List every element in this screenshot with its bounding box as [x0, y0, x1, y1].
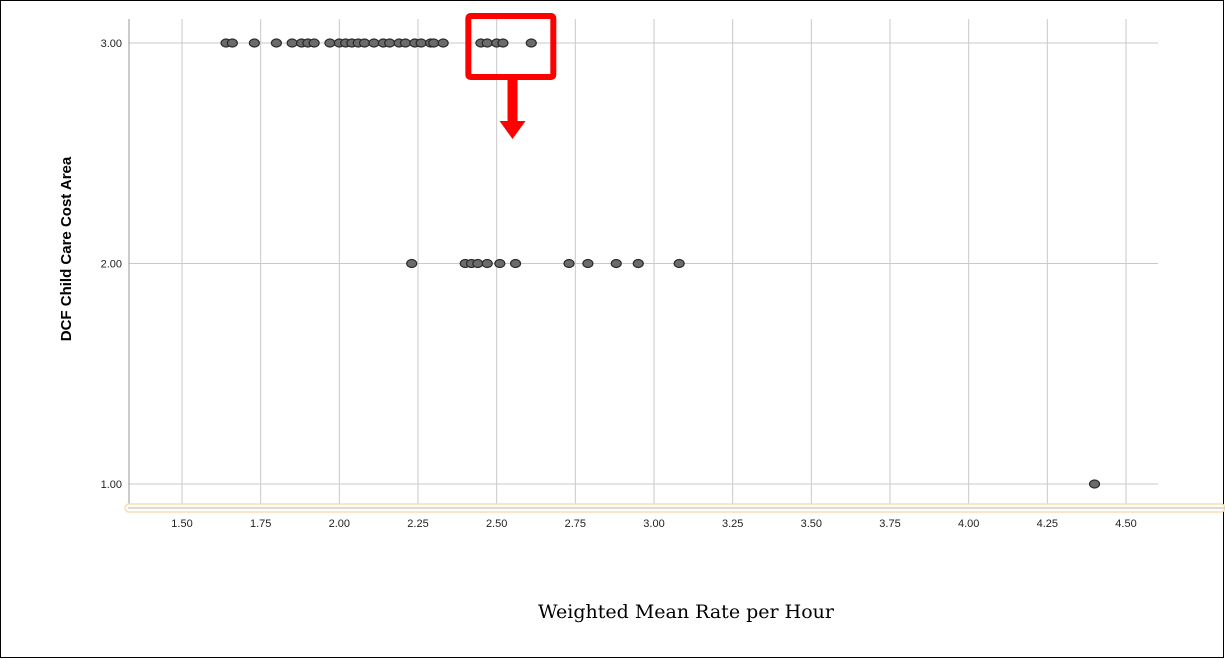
x-tick-label: 3.75: [879, 518, 900, 530]
data-point: [582, 258, 594, 269]
data-point: [481, 258, 493, 269]
x-tick-label: 2.00: [329, 518, 350, 530]
arrow-shaft: [507, 77, 518, 123]
x-tick-labels: 1.50 1.75 2.00 2.25 2.50 2.75 3.00 3.25 3.50 3.75…: [171, 518, 1136, 530]
data-point: [494, 258, 506, 269]
data-point: [286, 38, 298, 48]
x-tick-label: 3.00: [643, 518, 664, 530]
x-tick-label: 3.50: [801, 518, 822, 530]
arrow-down-icon: [499, 121, 526, 139]
x-tick-label: 2.75: [565, 518, 586, 530]
y-tick-label: 3.00: [101, 38, 122, 50]
data-point: [428, 38, 440, 48]
data-point: [673, 258, 685, 269]
x-axis-label: Weighted Mean Rate per Hour: [538, 601, 835, 623]
data-point: [525, 38, 537, 48]
x-tick-label: 4.50: [1115, 518, 1136, 530]
data-point: [324, 38, 336, 48]
grid-lines: [129, 19, 1158, 505]
data-point: [481, 38, 493, 48]
y-axis-label: DCF Child Care Cost Area: [58, 156, 75, 341]
data-point: [308, 38, 320, 48]
data-point: [610, 258, 622, 269]
x-tick-label: 2.25: [407, 518, 428, 530]
plot-frame: [124, 19, 1225, 513]
data-point: [248, 38, 260, 48]
data-point: [472, 258, 484, 269]
data-point: [1088, 479, 1101, 489]
data-point: [509, 258, 522, 269]
data-point: [358, 38, 371, 48]
y-tick-labels: 1.00 2.00 3.00: [101, 38, 122, 491]
data-point: [563, 258, 575, 269]
y-tick-label: 1.00: [101, 479, 122, 491]
x-tick-label: 1.50: [171, 518, 192, 530]
x-tick-label: 2.50: [486, 518, 507, 530]
x-tick-label: 4.00: [958, 518, 979, 530]
x-tick-label: 3.25: [722, 518, 743, 530]
x-tick-label: 1.75: [250, 518, 271, 530]
data-points: [220, 38, 1101, 489]
x-tick-label: 4.25: [1037, 518, 1058, 530]
data-point: [497, 38, 509, 48]
y-tick-label: 2.00: [101, 259, 122, 271]
data-point: [226, 38, 238, 48]
data-point: [399, 38, 412, 48]
data-point: [384, 38, 396, 48]
data-point: [270, 38, 282, 48]
data-point: [632, 258, 644, 269]
data-point: [368, 38, 380, 48]
data-point: [406, 258, 418, 269]
annotations: [465, 13, 557, 139]
data-point: [437, 38, 449, 48]
data-point: [415, 38, 427, 48]
